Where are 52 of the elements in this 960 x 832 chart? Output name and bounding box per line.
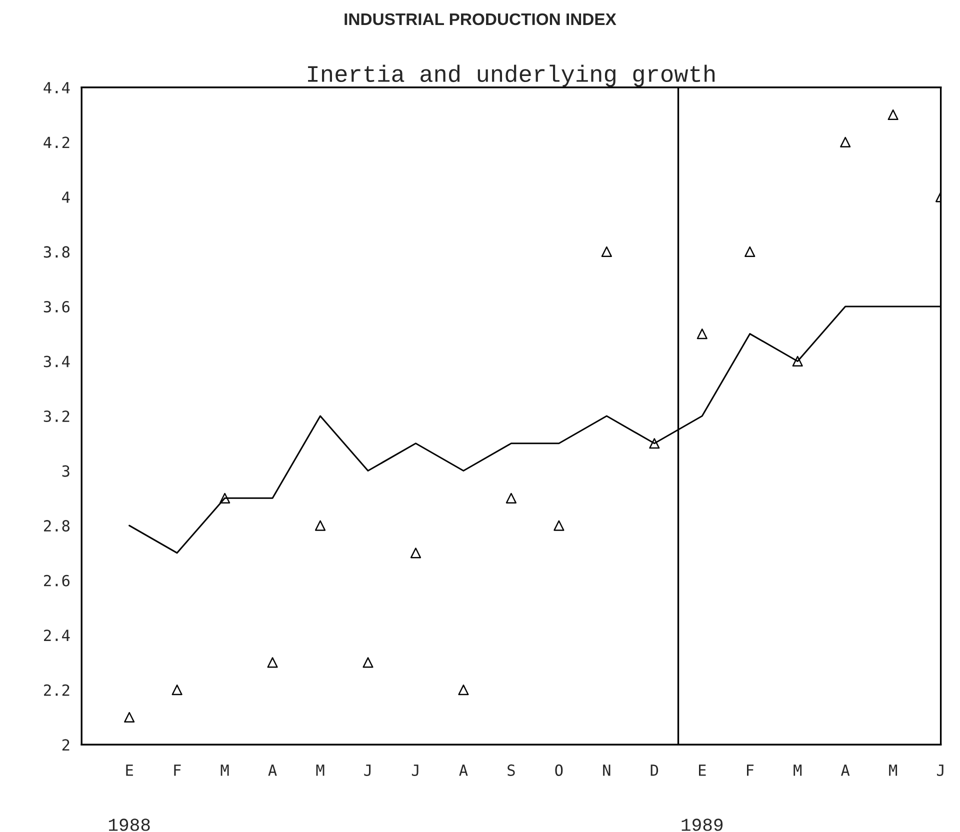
point: [649, 438, 660, 449]
y-tick-label: 2.6: [44, 574, 70, 586]
y-tick-label: 4.2: [44, 136, 70, 148]
point: [172, 684, 182, 696]
text: 1989: [682, 818, 723, 831]
x-tick-label: N: [603, 764, 610, 776]
x-tick-label: O: [555, 764, 563, 776]
y-tick-label: 2: [62, 739, 70, 750]
point: [410, 548, 422, 558]
y-tick-label: 3.4: [44, 356, 70, 368]
y-tick-label: 2.4: [44, 630, 70, 641]
point: [314, 520, 326, 531]
x-tick-label: J: [364, 764, 371, 776]
y-tick-label: 4: [62, 192, 70, 203]
point: [696, 328, 708, 340]
x-tick-label: E: [126, 764, 133, 776]
x-tick-label: M: [220, 764, 229, 776]
x-tick-label: M: [316, 764, 324, 776]
x-tick-label: J: [412, 764, 418, 776]
point: [362, 657, 374, 668]
y-tick-label: 2.8: [44, 520, 70, 532]
x-tick-label: M: [794, 764, 802, 776]
point: [554, 520, 564, 531]
x-tick-label: F: [174, 764, 181, 776]
text: 1988: [108, 818, 150, 831]
point: [458, 684, 469, 696]
point: [601, 246, 612, 257]
y-tick-label: 3.8: [44, 246, 70, 258]
point: [744, 246, 756, 257]
x-tick-label: M: [889, 764, 898, 776]
x-tick-label: E: [699, 764, 706, 776]
chart-title: INDUSTRIAL PRODUCTION INDEX: [344, 13, 616, 26]
x-tick-label: D: [650, 764, 658, 776]
x-tick-label: F: [747, 764, 754, 776]
y-tick-label: 3.2: [44, 410, 70, 422]
point: [792, 356, 803, 367]
point: [124, 712, 135, 723]
y-tick-label: 2.2: [44, 684, 70, 696]
y-tick-label: 3.6: [44, 300, 70, 313]
chart-subtitle: Inertia and underlying growth: [308, 64, 715, 87]
y-tick-label: 3: [62, 465, 70, 477]
x-tick-label: J: [937, 764, 944, 776]
point: [220, 492, 230, 504]
x-tick-label: S: [508, 764, 515, 776]
x-tick-label: A: [459, 764, 468, 776]
y-tick-label: 4.4: [44, 82, 70, 94]
x-tick-label: A: [841, 764, 850, 776]
point: [840, 136, 851, 148]
point: [888, 109, 898, 120]
point: [506, 492, 516, 504]
x-tick-label: A: [268, 764, 277, 776]
point: [267, 657, 278, 668]
